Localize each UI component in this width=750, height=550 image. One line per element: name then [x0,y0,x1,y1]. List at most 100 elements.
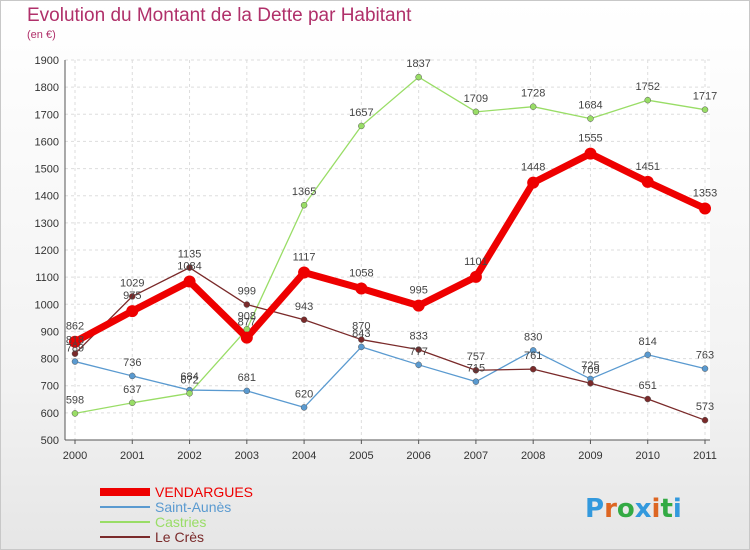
logo-letter: r [604,494,617,524]
data-point [587,380,594,387]
data-point [415,346,422,353]
data-point [641,175,654,188]
data-label: 715 [467,363,485,375]
series-line [74,76,706,415]
series-line [73,150,707,345]
data-point [644,351,651,359]
logo-letter: x [635,494,652,524]
data-point [240,331,253,344]
data-label: 620 [295,388,313,400]
y-tick-label: 500 [41,435,59,447]
data-point [129,293,136,300]
data-label: 598 [66,394,84,406]
data-label: 1752 [635,81,659,93]
proxiti-logo: Proxiti [585,494,682,524]
series-line [74,346,706,409]
x-tick-label: 2002 [177,450,201,462]
y-tick-label: 700 [41,381,59,393]
data-label: 1365 [292,186,316,198]
data-label: 651 [639,380,657,392]
logo-letter: i [652,494,661,524]
data-point [415,361,422,369]
data-label: 814 [639,336,657,348]
data-label: 1058 [349,268,373,280]
data-label: 830 [524,331,542,343]
y-tick-label: 900 [41,326,59,338]
data-label: 736 [123,357,141,369]
data-label: 975 [123,290,141,302]
grid-lines [65,59,710,441]
x-tick-label: 2010 [635,450,659,462]
x-tick-label: 2001 [120,450,144,462]
data-label: 818 [66,335,84,347]
data-point [412,299,425,312]
y-tick-label: 600 [41,408,59,420]
data-label: 672 [180,374,198,386]
y-tick-label: 1900 [35,55,59,67]
y-tick-label: 1000 [35,299,59,311]
logo-letter: o [617,494,635,524]
data-point [243,387,251,395]
data-label: 1657 [349,107,373,119]
chart-title: Evolution du Montant de la Dette par Hab… [27,5,412,26]
data-point [358,343,365,351]
data-point [126,305,139,318]
data-label: 1451 [635,161,659,173]
data-point [472,366,480,374]
data-label: 1717 [693,91,717,103]
logo-letter: i [673,494,682,524]
data-point [300,201,308,209]
data-label: 877 [238,317,256,329]
data-point [644,96,651,104]
data-label: 1101 [464,256,488,268]
data-label: 1353 [693,187,717,199]
legend-label: Le Crès [155,529,204,545]
data-point [472,108,480,116]
data-point [298,266,311,279]
data-label: 709 [581,364,599,376]
data-point [529,103,537,110]
axes: 500 600 700 800 900 1000 1100 1200 1300 1400 1500 1… [35,55,717,462]
x-tick-label: 2004 [292,450,316,462]
data-label: 1837 [406,58,430,70]
y-tick-label: 1400 [35,191,59,203]
data-point [527,176,540,189]
data-point [644,395,651,403]
data-label: 681 [238,372,256,384]
x-tick-label: 2005 [349,450,373,462]
legend-label: Castries [155,514,206,530]
data-point [529,365,537,373]
series-points [69,73,711,424]
legend-label: VENDARGUES [155,484,253,500]
series-lines [73,76,707,421]
data-point [355,282,368,295]
data-point [358,122,365,130]
x-tick-label: 2009 [578,450,602,462]
data-labels: 789 736 684 681 620 843 777 715 830 725 814 763 598 6… [66,58,717,413]
logo-letter: t [660,494,672,524]
data-point [469,270,482,283]
data-label: 1709 [464,93,488,105]
logo-letter: P [585,494,604,524]
y-tick-label: 1800 [35,82,59,94]
data-label: 1728 [521,88,545,100]
data-label: 943 [295,301,313,313]
x-tick-label: 2011 [693,450,717,462]
y-tick-label: 1500 [35,164,59,176]
data-label: 761 [524,350,542,362]
data-label: 862 [66,321,84,333]
data-point [300,404,308,411]
data-point [699,202,711,215]
data-label: 843 [352,328,370,340]
data-label: 908 [238,310,256,322]
data-point [300,316,308,324]
data-point [186,390,193,397]
x-tick-label: 2003 [235,450,259,462]
x-tick-label: 2006 [406,450,430,462]
data-point [701,365,709,372]
data-label: 999 [238,286,256,298]
data-label: 684 [180,371,198,383]
x-tick-label: 2008 [521,450,545,462]
data-point [701,416,709,424]
